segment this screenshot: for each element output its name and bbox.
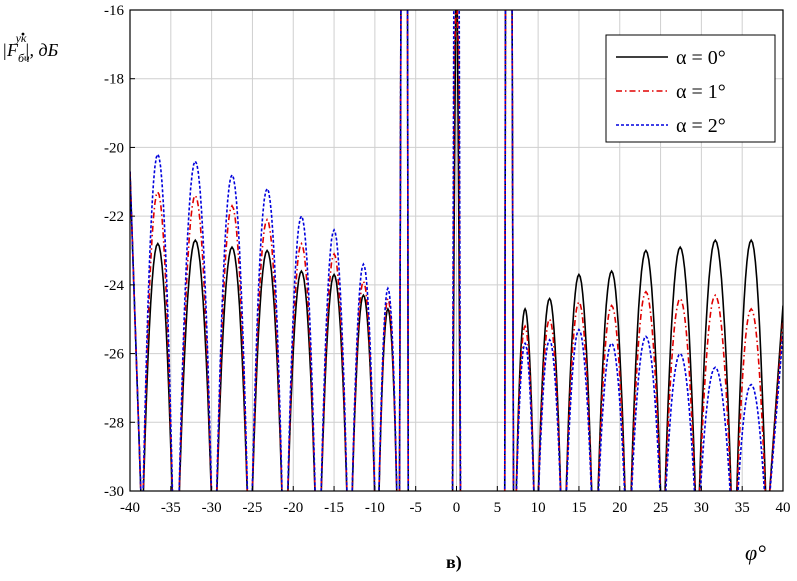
y-axis-label-main: |F (2, 40, 19, 60)
ticks: -40 -35 -30 -25 -20 -15 -10 -5 0 5 10 15 20 25 30 35 40 -… (104, 3, 791, 516)
y-tick-label: -20 (104, 140, 124, 156)
figure-caption: в) (446, 552, 462, 573)
x-tick-label: -30 (202, 500, 222, 516)
y-tick-label: -30 (104, 484, 124, 500)
x-tick-label: -20 (283, 500, 303, 516)
y-axis-label-sup: ук (15, 31, 27, 45)
x-tick-label: 40 (776, 500, 791, 516)
x-tick-label: -10 (365, 500, 385, 516)
x-tick-label: -5 (409, 500, 422, 516)
y-tick-label: -18 (104, 72, 124, 88)
series-line (130, 10, 783, 491)
legend-label: α = 2° (676, 115, 726, 137)
legend-label: α = 1° (676, 81, 726, 103)
y-tick-label: -24 (104, 278, 124, 294)
x-tick-label: -25 (242, 500, 262, 516)
y-tick-label: -28 (104, 415, 124, 431)
y-axis-label-suffix: |, дБ (25, 40, 59, 60)
legend-label: α = 0° (676, 47, 726, 69)
x-tick-label: 35 (735, 500, 750, 516)
x-tick-label: -40 (120, 500, 140, 516)
y-axis-label-sub: бч (18, 51, 30, 65)
series-line (130, 10, 783, 491)
x-tick-label: 25 (653, 500, 668, 516)
x-tick-label: 5 (494, 500, 502, 516)
y-tick-label: -16 (104, 3, 124, 19)
x-tick-label: -15 (324, 500, 344, 516)
x-tick-label: 0 (453, 500, 461, 516)
series-line (130, 10, 783, 491)
x-tick-label: 15 (571, 500, 586, 516)
x-tick-label: 20 (612, 500, 627, 516)
legend: α = 0° α = 1° α = 2° (605, 34, 776, 143)
y-axis-label: |Fбч ук |, дБ (2, 31, 59, 65)
x-tick-label: 10 (531, 500, 546, 516)
y-axis-label-dot: · (20, 24, 26, 44)
x-tick-label: 30 (694, 500, 709, 516)
series-group (130, 10, 783, 491)
legend-box (605, 34, 776, 143)
y-tick-label: -26 (104, 347, 124, 363)
y-tick-label: -22 (104, 209, 124, 225)
x-tick-label: -35 (161, 500, 181, 516)
x-axis-label: φ° (745, 540, 766, 565)
